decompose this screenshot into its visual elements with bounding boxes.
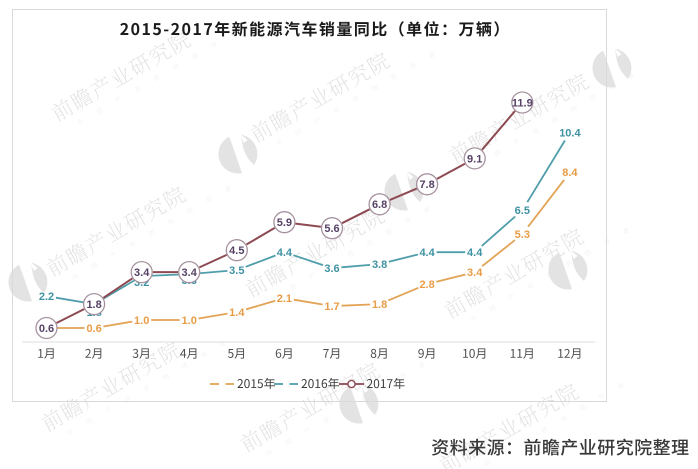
svg-text:3.6: 3.6	[324, 263, 339, 275]
svg-text:9.1: 9.1	[467, 153, 482, 165]
svg-text:5.9: 5.9	[277, 217, 292, 229]
svg-text:4.4: 4.4	[419, 247, 435, 259]
svg-text:6.8: 6.8	[372, 199, 387, 211]
svg-text:4.5: 4.5	[229, 245, 244, 257]
svg-text:0.6: 0.6	[39, 323, 54, 335]
svg-text:2.1: 2.1	[277, 293, 292, 305]
svg-text:4.4: 4.4	[277, 247, 293, 259]
svg-text:8.4: 8.4	[562, 167, 578, 179]
svg-text:1.0: 1.0	[134, 315, 149, 327]
svg-text:3.4: 3.4	[134, 267, 150, 279]
svg-text:1.4: 1.4	[229, 307, 245, 319]
svg-text:11.9: 11.9	[512, 97, 533, 109]
svg-text:7.8: 7.8	[419, 179, 434, 191]
svg-text:1.8: 1.8	[86, 299, 101, 311]
svg-text:3.4: 3.4	[467, 267, 483, 279]
svg-text:3.8: 3.8	[372, 259, 387, 271]
svg-text:0.6: 0.6	[86, 323, 101, 335]
svg-text:10.4: 10.4	[559, 127, 581, 139]
svg-text:2.2: 2.2	[39, 291, 54, 303]
svg-text:4.4: 4.4	[467, 247, 483, 259]
svg-text:5.3: 5.3	[515, 229, 530, 241]
svg-text:1.7: 1.7	[324, 301, 339, 313]
svg-text:3.4: 3.4	[182, 267, 198, 279]
svg-text:2.8: 2.8	[419, 279, 434, 291]
svg-text:6.5: 6.5	[515, 205, 530, 217]
svg-text:1.0: 1.0	[182, 315, 197, 327]
svg-text:1.8: 1.8	[372, 299, 387, 311]
svg-text:3.5: 3.5	[229, 265, 244, 277]
svg-text:5.6: 5.6	[324, 223, 339, 235]
